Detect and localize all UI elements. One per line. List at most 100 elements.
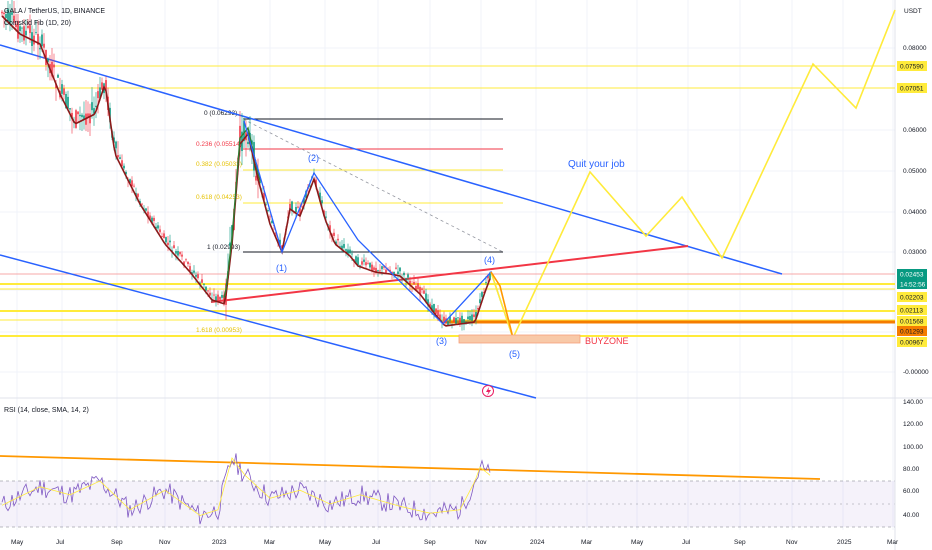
chart-symbol-title[interactable]: GALA / TetherUS, 1D, BINANCE — [4, 8, 105, 15]
candle-body — [141, 203, 143, 205]
candle-body — [305, 191, 307, 198]
candle-body — [117, 155, 119, 158]
candle-body — [395, 267, 397, 269]
buyzone-label: BUYZONE — [585, 336, 629, 346]
time-tick: May — [11, 539, 24, 546]
candle-body — [455, 317, 457, 324]
candle-body — [193, 270, 195, 273]
rsi-tick: 60.00 — [903, 488, 920, 495]
rsi-band — [0, 481, 895, 527]
candle-body — [153, 217, 155, 221]
lightning-icon[interactable] — [482, 385, 494, 397]
candle-body — [15, 24, 17, 28]
candle-body — [371, 264, 373, 272]
fib-label-1618: 1.618 (0.00953) — [196, 327, 242, 334]
rsi-title[interactable]: RSI (14, close, SMA, 14, 2) — [4, 407, 89, 414]
candle-body — [475, 311, 477, 320]
wave-label-1: (1) — [276, 263, 287, 273]
candle-body — [357, 257, 359, 265]
candle-body — [361, 261, 363, 265]
fib-labels: 0 (0.06293) 0.236 (0.05514) 0.382 (0.050… — [196, 110, 242, 334]
candle-body — [197, 274, 199, 279]
projection-drop — [490, 271, 514, 339]
time-tick: May — [319, 539, 332, 546]
rsi-line — [1, 453, 491, 525]
candle-body — [179, 251, 181, 255]
candle-body — [213, 294, 215, 296]
candle-body — [13, 15, 15, 23]
time-tick: 2024 — [530, 539, 545, 546]
candle-body — [409, 280, 411, 285]
candle-body — [427, 299, 429, 306]
buyzone-rect[interactable] — [458, 334, 581, 344]
candle-body — [173, 245, 175, 249]
time-axis[interactable]: May Jul Sep Nov 2023 Mar May Jul Sep Nov 2024 Mar Ma… — [11, 539, 899, 546]
candle-body — [325, 216, 327, 218]
candle-body — [477, 308, 479, 310]
candle-body — [155, 226, 157, 229]
candle-body — [81, 114, 83, 118]
candle-body — [437, 310, 439, 317]
indicator-title[interactable]: CoinsKid Fib (1D, 20) — [4, 20, 71, 27]
candle-body — [373, 267, 375, 270]
candle-body — [123, 165, 125, 169]
rsi-tick: 80.00 — [903, 466, 920, 473]
candle-body — [329, 225, 331, 232]
red-trendline[interactable] — [210, 245, 689, 303]
candle-body — [47, 58, 49, 62]
candle-body — [175, 251, 177, 254]
wave-label-4: (4) — [484, 255, 495, 265]
candle-body — [17, 20, 19, 39]
rsi-tick: 40.00 — [903, 512, 920, 519]
fib-label-0236: 0.236 (0.05514) — [196, 141, 242, 148]
price-label: 0.00967 — [900, 340, 924, 347]
time-tick: Mar — [581, 539, 593, 546]
candle-body — [203, 283, 205, 285]
candle-body — [489, 272, 491, 280]
candle-body — [177, 250, 179, 256]
time-tick: May — [631, 539, 644, 546]
candle-body — [63, 88, 65, 95]
time-tick: Sep — [424, 539, 436, 546]
candle-body — [181, 254, 183, 257]
rsi-tick: 120.00 — [903, 421, 923, 428]
candle-body — [345, 249, 347, 251]
rsi-tick: 100.00 — [903, 444, 923, 451]
candle-body — [271, 220, 273, 224]
candle-body — [321, 200, 323, 204]
candle-body — [265, 204, 267, 206]
fib-retracement — [242, 118, 504, 253]
candle-body — [113, 137, 115, 143]
candle-body — [303, 198, 305, 204]
price-label-bg — [897, 316, 927, 326]
price-axis[interactable]: 0.08000 0.06000 0.05000 0.04000 0.03000 -0.00… — [903, 45, 929, 376]
candle-body — [31, 32, 33, 47]
candle-body — [57, 74, 59, 78]
candle-body — [1, 11, 3, 14]
wave-label-3: (3) — [436, 336, 447, 346]
candle-body — [39, 47, 41, 50]
price-label-bg — [897, 61, 927, 71]
candle-body — [147, 211, 149, 218]
rsi-tick: 140.00 — [903, 399, 923, 406]
price-label-bg — [897, 305, 927, 315]
projection-path[interactable] — [490, 9, 896, 341]
candle-body — [145, 208, 147, 211]
channel-lower-line[interactable] — [0, 254, 537, 399]
channel-upper-line[interactable] — [0, 44, 783, 275]
candle-body — [185, 259, 187, 261]
candle-body — [69, 108, 71, 110]
candle-body — [93, 108, 95, 114]
rsi-axis[interactable]: 140.00 120.00 100.00 80.00 60.00 40.00 — [903, 399, 923, 519]
price-label: 0.02203 — [900, 295, 924, 302]
candle-body — [291, 201, 293, 212]
candle-body — [463, 319, 465, 325]
rsi-trendline[interactable] — [0, 455, 821, 480]
candle-body — [41, 34, 43, 47]
time-tick: Sep — [734, 539, 746, 546]
candle-body — [95, 105, 97, 108]
candle-body — [157, 225, 159, 229]
price-label-bg — [897, 292, 927, 302]
